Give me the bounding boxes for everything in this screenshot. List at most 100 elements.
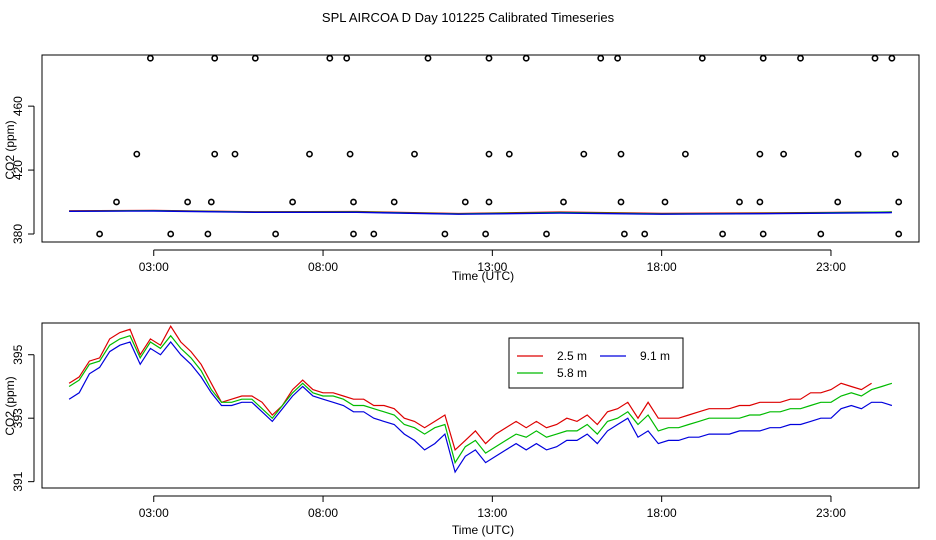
top-x-tick-label: 18:00	[647, 260, 677, 274]
top-data-point	[736, 198, 743, 206]
top-x-tick-label: 03:00	[139, 260, 169, 274]
top-data-point	[113, 198, 120, 206]
top-data-point	[411, 150, 418, 158]
bot-y-tick-label: 395	[11, 344, 25, 364]
top-data-point	[871, 54, 879, 62]
top-panel: 380 420 460 03:00 08:00 13:00 18:00 23:00 Time…	[3, 54, 920, 283]
top-plot-frame	[41, 54, 920, 243]
legend-label-9-1m: 9.1 m	[640, 349, 670, 363]
top-data-point	[350, 198, 357, 206]
top-data-point	[461, 198, 469, 206]
top-data-point	[617, 150, 625, 158]
bot-x-tick-label: 03:00	[139, 506, 169, 520]
top-data-point	[211, 54, 219, 62]
top-data-point	[854, 150, 862, 158]
top-data-point	[211, 150, 219, 158]
top-y-tick-label: 380	[11, 224, 25, 244]
top-data-point	[485, 54, 493, 62]
top-data-point	[390, 198, 398, 206]
top-data-point	[485, 150, 493, 158]
chart-title: SPL AIRCOA D Day 101225 Calibrated Times…	[322, 10, 615, 25]
top-data-point	[888, 54, 896, 62]
top-data-point	[895, 230, 903, 238]
top-data-point	[891, 150, 899, 158]
top-y-axis: 380 420 460	[11, 96, 35, 244]
top-data-point	[272, 230, 279, 238]
top-data-point	[895, 198, 903, 206]
top-data-point	[817, 230, 825, 238]
top-data-point	[759, 230, 767, 238]
top-data-point	[350, 230, 357, 238]
top-y-tick-label: 460	[11, 96, 25, 116]
top-data-point	[543, 230, 550, 238]
bot-x-tick-label: 18:00	[647, 506, 677, 520]
top-data-point	[289, 198, 296, 206]
top-x-label: Time (UTC)	[452, 269, 514, 283]
bottom-x-axis: 03:00 08:00 13:00 18:00 23:00	[139, 495, 846, 520]
top-data-point	[346, 150, 354, 158]
top-data-point	[698, 54, 706, 62]
top-lines	[69, 209, 892, 215]
bot-x-tick-label: 13:00	[477, 506, 507, 520]
top-data-point	[614, 54, 621, 62]
top-data-point	[231, 150, 239, 158]
top-data-point	[485, 198, 493, 206]
top-data-point	[621, 230, 628, 238]
legend-label-5-8m: 5.8 m	[557, 366, 587, 380]
top-data-point	[780, 150, 787, 158]
top-data-point	[167, 230, 175, 238]
top-data-point	[441, 230, 449, 238]
top-y-label: CO2 (ppm)	[3, 120, 17, 179]
top-data-point	[207, 198, 215, 206]
top-data-point	[482, 230, 489, 238]
bot-x-tick-label: 23:00	[816, 506, 846, 520]
top-data-point	[756, 198, 764, 206]
bottom-y-label: CO2 (ppm)	[3, 376, 17, 435]
bottom-panel: 391 393 395 03:00 08:00 13:00 18:00 23:00 Time…	[3, 322, 920, 537]
top-data-point	[759, 54, 767, 62]
bottom-x-label: Time (UTC)	[452, 523, 514, 537]
top-data-point	[146, 54, 154, 62]
top-data-point	[597, 54, 605, 62]
legend-box	[508, 337, 684, 389]
bottom-series-line	[68, 325, 872, 452]
top-series-line	[69, 210, 892, 215]
top-x-tick-label: 23:00	[816, 260, 846, 274]
top-data-point	[834, 198, 842, 206]
bottom-series-line	[68, 334, 893, 465]
top-data-point	[96, 230, 103, 238]
bot-x-tick-label: 08:00	[308, 506, 338, 520]
top-data-point	[204, 230, 212, 238]
top-data-point	[251, 54, 259, 62]
top-data-point	[522, 54, 530, 62]
bottom-series-line	[68, 341, 893, 474]
top-data-point	[343, 54, 351, 62]
top-data-point	[424, 54, 432, 62]
top-y-tick-label: 420	[11, 160, 25, 180]
top-data-point	[617, 198, 625, 206]
top-data-point	[133, 150, 141, 158]
top-data-point	[719, 230, 726, 238]
top-data-point	[580, 150, 588, 158]
top-data-point	[505, 150, 513, 158]
top-points	[96, 54, 903, 238]
top-data-point	[326, 54, 334, 62]
top-data-point	[184, 198, 191, 206]
top-data-point	[682, 150, 689, 158]
legend-label-2-5m: 2.5 m	[557, 349, 587, 363]
bottom-lines	[68, 325, 893, 474]
bottom-y-axis: 391 393 395	[11, 344, 35, 492]
legend: 2.5 m 5.8 m 9.1 m	[508, 337, 684, 389]
top-x-axis: 03:00 08:00 13:00 18:00 23:00	[139, 249, 846, 274]
bot-y-tick-label: 393	[11, 408, 25, 428]
top-data-point	[661, 198, 669, 206]
top-x-tick-label: 08:00	[308, 260, 338, 274]
top-data-point	[370, 230, 378, 238]
top-x-tick-label: 13:00	[477, 260, 507, 274]
top-data-point	[306, 150, 313, 158]
bot-y-tick-label: 391	[11, 471, 25, 491]
top-data-point	[756, 150, 764, 158]
top-data-point	[641, 230, 649, 238]
bottom-plot-frame	[41, 322, 920, 489]
